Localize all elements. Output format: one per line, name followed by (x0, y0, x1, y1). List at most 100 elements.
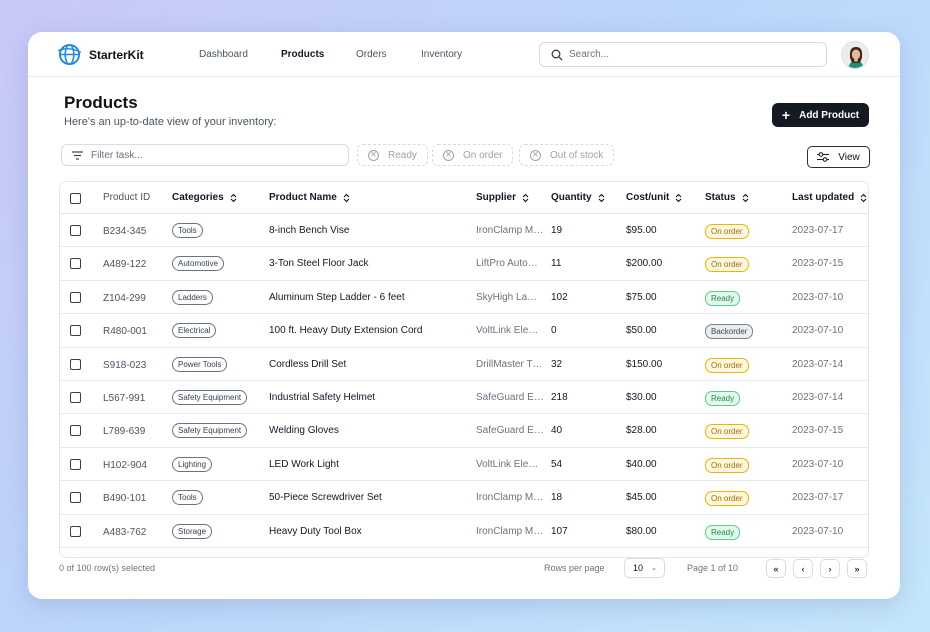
search-input[interactable] (569, 49, 809, 60)
circle-x-icon: ✕ (443, 149, 454, 161)
last-updated: 2023-07-10 (792, 458, 844, 470)
cost-unit: $40.00 (626, 458, 657, 470)
supplier: VoltLink Ele… (476, 458, 539, 470)
status-badge: On order (705, 491, 749, 507)
category-badge: Safety Equipment (172, 423, 248, 439)
row-checkbox[interactable] (70, 258, 81, 270)
table-row[interactable]: L789-639 Safety Equipment Welding Gloves Sa… (60, 414, 868, 448)
cost-unit: $30.00 (626, 391, 657, 403)
col-last-updated[interactable]: Last updated (792, 192, 867, 203)
status-cell: On order (705, 491, 749, 507)
sort-icon (598, 193, 604, 202)
status-cell: On order (705, 457, 749, 473)
col-label: Last updated (792, 192, 855, 203)
nav-dashboard[interactable]: Dashboard (199, 49, 248, 60)
view-options-button[interactable]: View (807, 146, 870, 168)
filter-task-box (61, 144, 349, 166)
search-box (539, 42, 827, 67)
last-updated: 2023-07-14 (792, 358, 844, 370)
row-checkbox[interactable] (70, 525, 81, 537)
table-row[interactable]: B234-345 Tools 8-inch Bench Vise IronClamp … (60, 214, 868, 248)
table-row[interactable]: S918-023 Power Tools Cordless Drill Set Dri… (60, 348, 868, 381)
quantity: 40 (551, 425, 563, 437)
prev-page-button[interactable]: ‹ (793, 559, 813, 578)
row-checkbox[interactable] (70, 425, 81, 437)
nav-orders[interactable]: Orders (356, 49, 387, 60)
col-quantity[interactable]: Quantity (551, 192, 605, 203)
status-badge: On order (705, 357, 749, 373)
table-body: B234-345 Tools 8-inch Bench Vise IronClamp … (60, 214, 868, 557)
table-row[interactable]: A489-122 Automotive 3-Ton Steel Floor Jack… (60, 247, 868, 281)
category-badge: Storage (172, 523, 213, 539)
col-supplier[interactable]: Supplier (476, 192, 529, 203)
avatar-image (842, 42, 868, 68)
supplier: IronClamp M… (476, 225, 544, 236)
col-product-id[interactable]: Product ID (103, 192, 150, 203)
category-cell: Lighting (172, 456, 213, 472)
status-badge: Ready (705, 390, 741, 406)
status-badge: On order (705, 424, 749, 440)
first-page-button[interactable]: « (766, 559, 786, 578)
last-updated: 2023-07-15 (792, 425, 844, 437)
col-label: Status (705, 192, 736, 203)
col-cost-unit[interactable]: Cost/unit (626, 192, 682, 203)
facet-out-of-stock-label: Out of stock (550, 149, 604, 161)
row-checkbox[interactable] (70, 225, 81, 236)
add-product-button[interactable]: + Add Product (772, 103, 869, 127)
add-product-label: Add Product (799, 109, 860, 121)
row-checkbox[interactable] (70, 458, 81, 470)
facet-out-of-stock[interactable]: ✕ Out of stock (519, 144, 615, 166)
table-row[interactable]: H102-904 Lighting LED Work Light VoltLink E… (60, 448, 868, 482)
table-header: Product ID Categories Product Name Suppl… (60, 182, 868, 214)
facet-ready[interactable]: ✕ Ready (357, 144, 428, 166)
row-checkbox[interactable] (70, 291, 81, 303)
nav-products[interactable]: Products (281, 49, 325, 60)
product-name: 100 ft. Heavy Duty Extension Cord (269, 325, 423, 337)
select-all-checkbox[interactable] (70, 193, 81, 204)
nav-inventory[interactable]: Inventory (421, 49, 463, 60)
last-updated: 2023-07-10 (792, 525, 844, 537)
avatar[interactable] (841, 41, 869, 69)
status-cell: Backorder (705, 324, 754, 340)
table-row[interactable]: R480-001 Electrical 100 ft. Heavy Duty Ext… (60, 314, 868, 348)
brand-name: StarterKit (89, 47, 144, 62)
product-id: L789-639 (103, 426, 146, 438)
quantity: 54 (551, 458, 563, 470)
row-checkbox[interactable] (70, 492, 81, 504)
cost-unit: $45.00 (626, 492, 657, 504)
cost-unit: $50.00 (626, 325, 657, 337)
sort-icon (522, 193, 529, 202)
facet-on-order[interactable]: ✕ On order (432, 144, 514, 166)
status-badge: On order (705, 257, 749, 273)
quantity: 11 (551, 258, 562, 270)
brand-logo[interactable]: StarterKit (58, 43, 144, 66)
table-row[interactable]: B490-101 Tools 50-Piece Screwdriver Set Iro… (60, 481, 868, 515)
col-status[interactable]: Status (705, 192, 749, 203)
last-page-button[interactable]: » (847, 559, 867, 578)
quantity: 19 (551, 225, 563, 236)
category-badge: Ladders (172, 289, 213, 305)
sort-icon (860, 193, 867, 202)
row-checkbox[interactable] (70, 391, 81, 403)
table-row[interactable]: L567-991 Safety Equipment Industrial Safet… (60, 381, 868, 415)
view-label: View (838, 151, 860, 163)
next-page-button[interactable]: › (820, 559, 840, 578)
sliders-icon (817, 152, 830, 162)
product-id: Z104-299 (103, 292, 146, 304)
category-badge: Safety Equipment (172, 389, 248, 405)
row-checkbox[interactable] (70, 325, 81, 337)
category-badge: Automotive (172, 256, 225, 272)
sort-icon (230, 193, 237, 202)
product-id: A483-762 (103, 526, 147, 538)
row-checkbox[interactable] (70, 358, 81, 370)
facet-ready-label: Ready (388, 149, 417, 161)
product-id: R480-001 (103, 326, 147, 338)
col-product-name[interactable]: Product Name (269, 192, 350, 203)
table-row[interactable]: A483-762 Storage Heavy Duty Tool Box IronCl… (60, 515, 868, 548)
filter-task-input[interactable] (91, 149, 331, 161)
status-cell: On order (705, 424, 749, 440)
col-categories[interactable]: Categories (172, 192, 237, 203)
product-id: A489-122 (103, 259, 147, 271)
rows-per-page-select[interactable]: 10 ⌄ (624, 558, 665, 578)
table-row[interactable]: Z104-299 Ladders Aluminum Step Ladder - 6 … (60, 281, 868, 315)
